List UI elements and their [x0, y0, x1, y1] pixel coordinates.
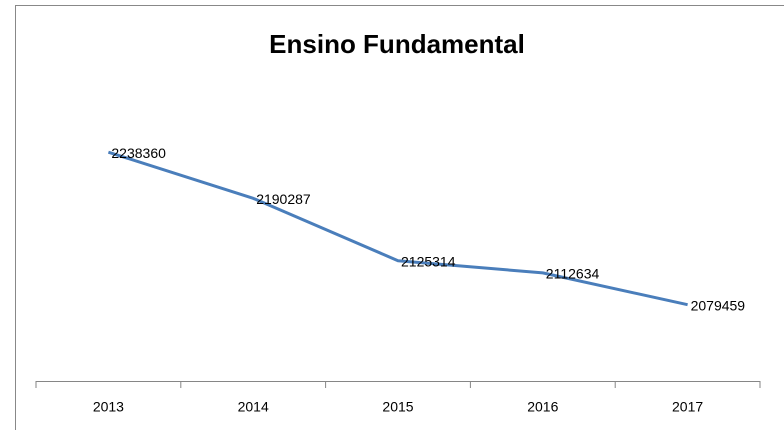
- x-tick-label: 2015: [382, 399, 413, 415]
- data-label: 2190287: [256, 191, 311, 207]
- data-label: 2238360: [111, 145, 166, 161]
- data-label: 2079459: [691, 297, 746, 313]
- chart-frame: [15, 5, 784, 430]
- x-tick-label: 2017: [672, 399, 703, 415]
- x-tick-label: 2014: [238, 399, 269, 415]
- data-line: [107, 150, 688, 307]
- data-label: 2112634: [546, 266, 600, 282]
- chart-title: Ensino Fundamental: [269, 29, 525, 59]
- x-tick-label: 2016: [527, 399, 558, 415]
- data-label: 2125314: [401, 253, 456, 269]
- x-tick-label: 2013: [93, 399, 124, 415]
